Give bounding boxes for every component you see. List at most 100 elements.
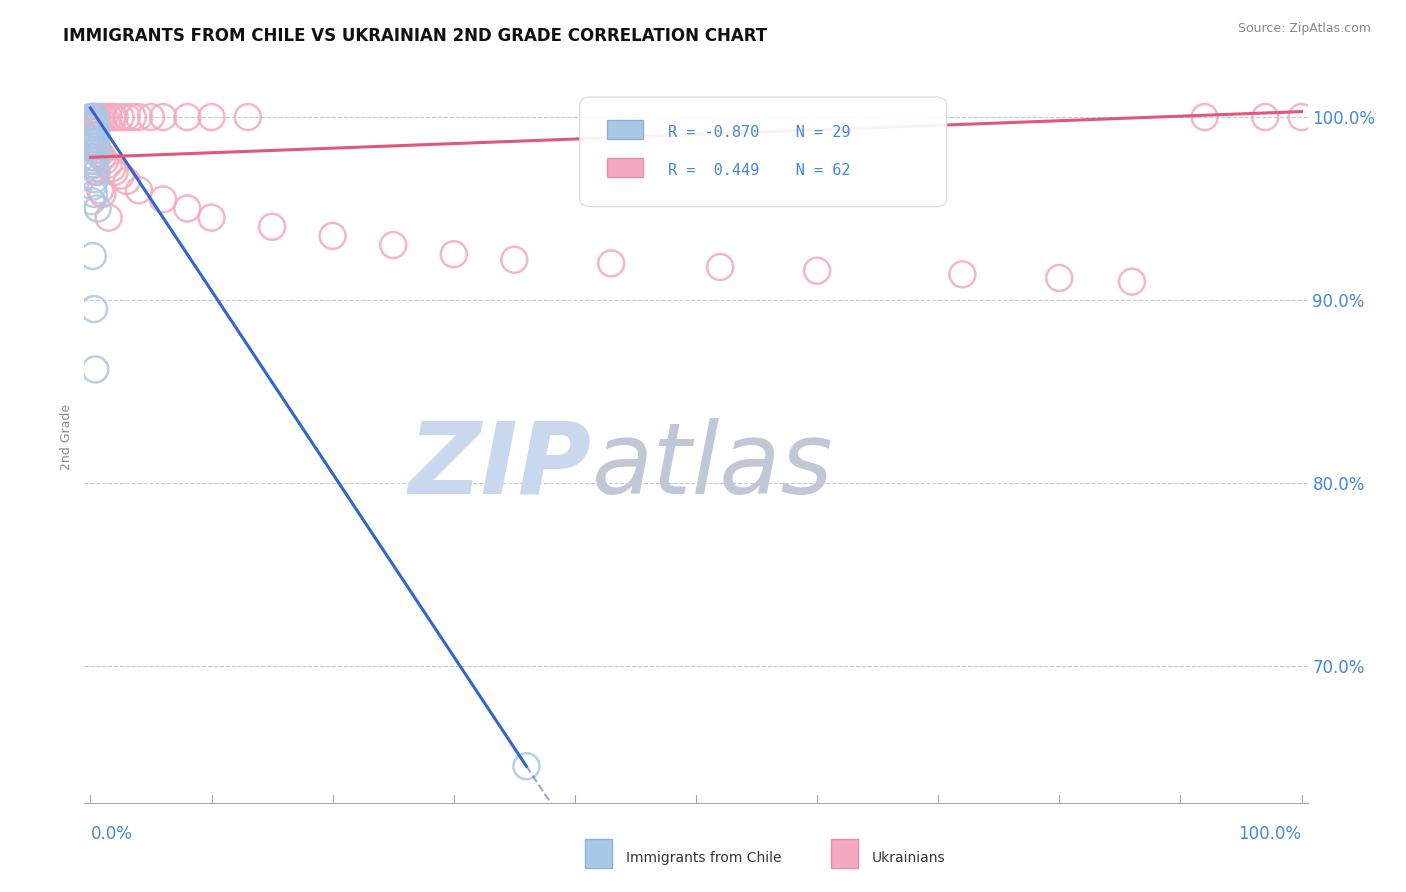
Point xyxy=(1047,271,1070,285)
Point xyxy=(84,110,107,124)
Point xyxy=(1254,110,1277,124)
Point xyxy=(82,136,104,150)
Point xyxy=(80,113,103,128)
Point xyxy=(82,110,104,124)
Point xyxy=(83,186,105,201)
Point xyxy=(152,192,174,206)
Point xyxy=(89,146,111,161)
Point xyxy=(104,165,127,179)
Point xyxy=(97,110,120,124)
Point xyxy=(443,247,465,261)
Point xyxy=(82,115,104,129)
Point xyxy=(382,238,405,252)
Point xyxy=(89,183,111,197)
Point xyxy=(91,110,114,124)
Point xyxy=(80,110,103,124)
Point xyxy=(600,256,623,270)
Point xyxy=(86,165,108,179)
Point xyxy=(806,263,828,277)
Point xyxy=(83,158,105,172)
Point xyxy=(200,110,222,124)
Point xyxy=(952,268,974,282)
Point xyxy=(80,121,103,136)
Point xyxy=(94,110,117,124)
Point xyxy=(176,110,198,124)
Point xyxy=(83,110,105,124)
Y-axis label: 2nd Grade: 2nd Grade xyxy=(60,404,73,470)
Point xyxy=(82,128,104,143)
Point xyxy=(86,202,108,216)
Point xyxy=(1291,110,1313,124)
Point xyxy=(86,110,108,124)
Point xyxy=(84,117,107,131)
Point xyxy=(128,110,150,124)
Point xyxy=(101,110,124,124)
Text: atlas: atlas xyxy=(592,417,834,515)
Point xyxy=(1194,110,1216,124)
Point xyxy=(86,165,108,179)
Point xyxy=(83,132,105,146)
Bar xyxy=(606,158,644,178)
Point xyxy=(80,150,103,164)
Text: Source: ZipAtlas.com: Source: ZipAtlas.com xyxy=(1237,22,1371,36)
Point xyxy=(80,110,103,124)
Text: 0.0%: 0.0% xyxy=(90,825,132,843)
Point xyxy=(262,219,284,234)
Point xyxy=(91,150,114,164)
Point xyxy=(83,301,105,316)
Point xyxy=(1121,275,1143,289)
Point xyxy=(94,153,117,168)
Point xyxy=(80,158,103,172)
Point xyxy=(83,110,105,124)
Point xyxy=(82,153,104,168)
Point xyxy=(115,110,138,124)
FancyBboxPatch shape xyxy=(579,97,946,207)
Point xyxy=(86,146,108,161)
Point xyxy=(83,132,105,146)
Point xyxy=(84,143,107,157)
Point xyxy=(83,150,105,164)
Point xyxy=(80,194,103,209)
Point xyxy=(82,249,104,263)
Point xyxy=(115,174,138,188)
Point xyxy=(97,211,120,225)
Point xyxy=(236,110,259,124)
Text: IMMIGRANTS FROM CHILE VS UKRAINIAN 2ND GRADE CORRELATION CHART: IMMIGRANTS FROM CHILE VS UKRAINIAN 2ND G… xyxy=(63,27,768,45)
Point xyxy=(82,125,104,139)
Point xyxy=(82,153,104,168)
Point xyxy=(80,139,103,153)
Text: Immigrants from Chile: Immigrants from Chile xyxy=(626,851,782,865)
Point xyxy=(128,183,150,197)
Point xyxy=(515,759,537,773)
Point xyxy=(97,158,120,172)
Text: 100.0%: 100.0% xyxy=(1239,825,1302,843)
Point xyxy=(80,110,103,124)
Point xyxy=(82,179,104,194)
Text: R =  0.449    N = 62: R = 0.449 N = 62 xyxy=(668,162,851,178)
Point xyxy=(121,110,143,124)
Point xyxy=(80,125,103,139)
Point xyxy=(84,161,107,176)
Text: Ukrainians: Ukrainians xyxy=(872,851,945,865)
Point xyxy=(86,143,108,157)
Point xyxy=(101,161,124,176)
Point xyxy=(86,128,108,143)
Point xyxy=(503,252,526,267)
Point xyxy=(176,202,198,216)
Point xyxy=(91,186,114,201)
Point xyxy=(86,110,108,124)
Point xyxy=(152,110,174,124)
Point xyxy=(82,110,104,124)
Point xyxy=(89,110,111,124)
Point xyxy=(84,136,107,150)
Point xyxy=(84,362,107,376)
Text: R = -0.870    N = 29: R = -0.870 N = 29 xyxy=(668,125,851,139)
Point xyxy=(83,119,105,133)
Point xyxy=(86,139,108,153)
Bar xyxy=(606,120,644,139)
Point xyxy=(200,211,222,225)
Point xyxy=(110,110,132,124)
Text: ZIP: ZIP xyxy=(409,417,592,515)
Point xyxy=(110,169,132,183)
Point xyxy=(322,228,344,243)
